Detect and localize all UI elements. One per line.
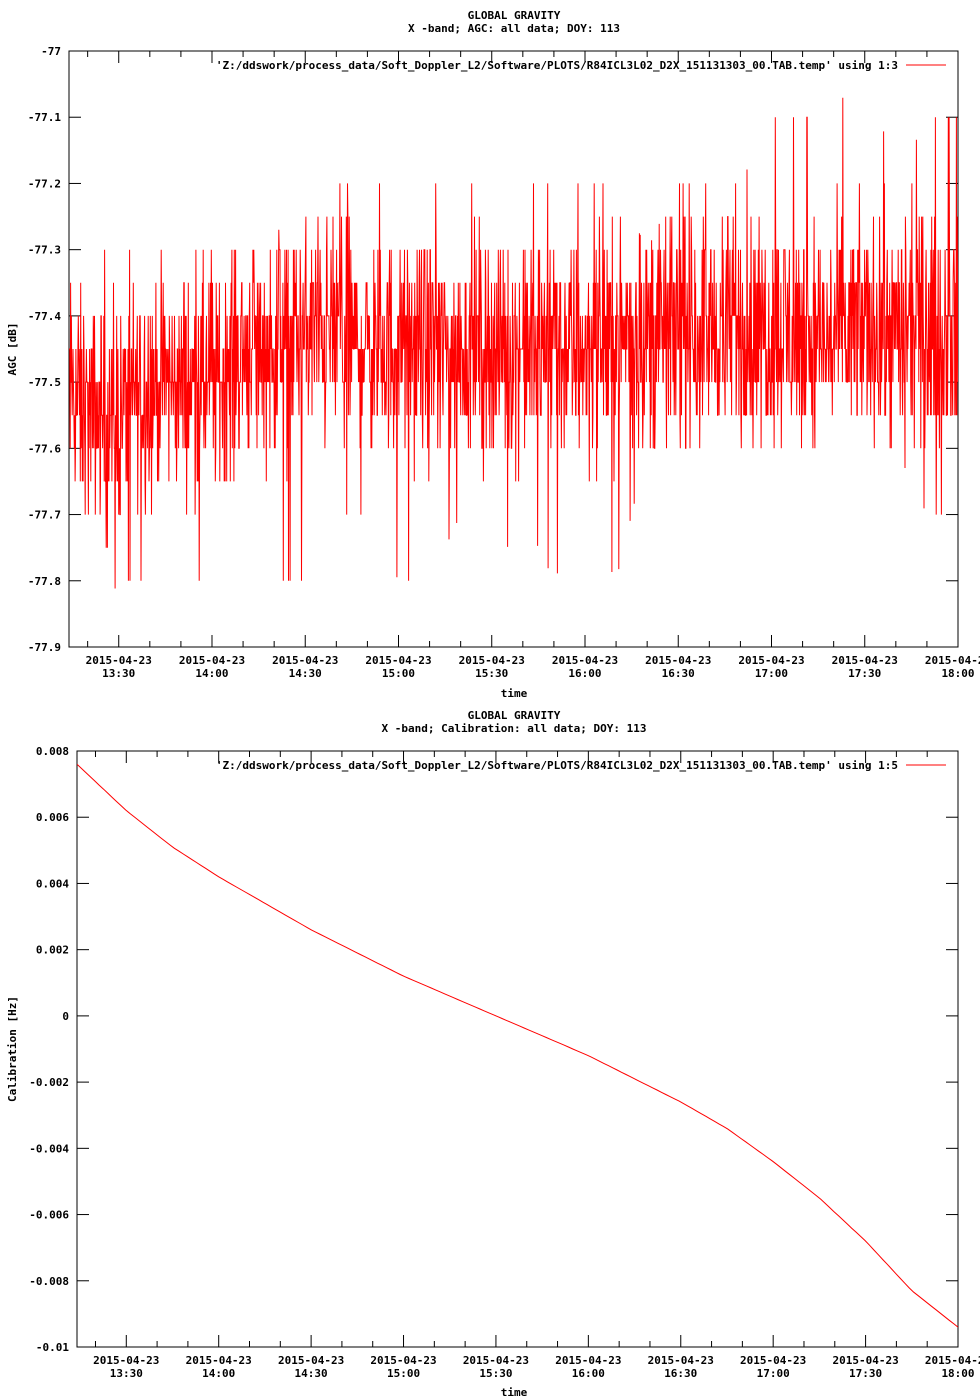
y-tick-label: -0.006 (29, 1209, 69, 1222)
x-tick-time-label: 18:00 (941, 1367, 974, 1380)
legend-label: 'Z:/ddswork/process_data/Soft_Doppler_L2… (216, 759, 898, 772)
x-axis-label: time (501, 1386, 528, 1399)
y-tick-label: 0 (62, 1010, 69, 1023)
chart-subtitle: X -band; AGC: all data; DOY: 113 (408, 22, 620, 35)
legend-label: 'Z:/ddswork/process_data/Soft_Doppler_L2… (216, 59, 898, 72)
x-tick-date-label: 2015-04-23 (179, 654, 245, 667)
x-tick-date-label: 2015-04-23 (370, 1354, 436, 1367)
x-tick-date-label: 2015-04-23 (832, 1354, 898, 1367)
x-tick-time-label: 13:30 (110, 1367, 143, 1380)
x-tick-time-label: 17:00 (757, 1367, 790, 1380)
y-tick-label: -0.008 (29, 1275, 69, 1288)
x-axis-label: time (501, 687, 528, 700)
y-tick-label: -77.7 (28, 509, 61, 522)
x-tick-time-label: 17:30 (848, 667, 881, 680)
x-tick-date-label: 2015-04-23 (272, 654, 338, 667)
y-axis-label: AGC [dB] (6, 323, 19, 376)
x-tick-time-label: 14:00 (195, 667, 228, 680)
x-tick-date-label: 2015-04-23 (186, 1354, 252, 1367)
y-tick-label: -77.1 (28, 111, 61, 124)
x-tick-time-label: 14:30 (295, 1367, 328, 1380)
x-tick-time-label: 16:30 (662, 667, 695, 680)
x-tick-time-label: 18:00 (941, 667, 974, 680)
x-tick-time-label: 15:30 (479, 1367, 512, 1380)
y-tick-label: -77.2 (28, 177, 61, 190)
x-tick-time-label: 17:00 (755, 667, 788, 680)
x-tick-time-label: 15:00 (382, 667, 415, 680)
chart-subtitle: X -band; Calibration: all data; DOY: 113 (382, 722, 647, 735)
y-tick-label: -77.3 (28, 244, 61, 257)
y-tick-label: 0.002 (36, 944, 69, 957)
y-tick-label: 0.004 (36, 877, 69, 890)
y-tick-label: -77.9 (28, 641, 61, 654)
x-tick-time-label: 16:00 (568, 667, 601, 680)
y-tick-label: 0.006 (36, 811, 69, 824)
x-tick-time-label: 14:00 (202, 1367, 235, 1380)
y-tick-label: 0.008 (36, 745, 69, 758)
x-tick-date-label: 2015-04-23 (86, 654, 152, 667)
chart-title: GLOBAL GRAVITY (468, 709, 561, 722)
x-tick-date-label: 2015-04-23 (925, 654, 980, 667)
chart-title: GLOBAL GRAVITY (468, 9, 561, 22)
x-tick-date-label: 2015-04-23 (365, 654, 431, 667)
x-tick-date-label: 2015-04-23 (645, 654, 711, 667)
series-line (69, 97, 958, 589)
y-tick-label: -77.6 (28, 442, 61, 455)
x-tick-date-label: 2015-04-23 (552, 654, 618, 667)
y-tick-label: -77 (41, 45, 61, 58)
x-tick-time-label: 16:00 (572, 1367, 605, 1380)
y-tick-label: -77.8 (28, 575, 61, 588)
x-tick-date-label: 2015-04-23 (93, 1354, 159, 1367)
y-tick-label: -77.5 (28, 376, 61, 389)
x-tick-time-label: 15:00 (387, 1367, 420, 1380)
x-tick-date-label: 2015-04-23 (278, 1354, 344, 1367)
x-tick-date-label: 2015-04-23 (459, 654, 525, 667)
x-tick-time-label: 16:30 (664, 1367, 697, 1380)
x-tick-date-label: 2015-04-23 (925, 1354, 980, 1367)
x-tick-time-label: 17:30 (849, 1367, 882, 1380)
x-tick-date-label: 2015-04-23 (738, 654, 804, 667)
plot-frame (76, 750, 959, 1348)
x-tick-date-label: 2015-04-23 (555, 1354, 621, 1367)
x-tick-date-label: 2015-04-23 (463, 1354, 529, 1367)
y-tick-label: -77.4 (28, 310, 61, 323)
y-tick-label: -0.004 (29, 1142, 69, 1155)
x-tick-time-label: 15:30 (475, 667, 508, 680)
x-tick-time-label: 14:30 (289, 667, 322, 680)
y-tick-label: -0.01 (36, 1341, 69, 1354)
x-tick-date-label: 2015-04-23 (648, 1354, 714, 1367)
x-tick-date-label: 2015-04-23 (740, 1354, 806, 1367)
x-tick-time-label: 13:30 (102, 667, 135, 680)
y-tick-label: -0.002 (29, 1076, 69, 1089)
series-line (77, 763, 958, 1328)
y-axis-label: Calibration [Hz] (6, 996, 19, 1102)
x-tick-date-label: 2015-04-23 (832, 654, 898, 667)
